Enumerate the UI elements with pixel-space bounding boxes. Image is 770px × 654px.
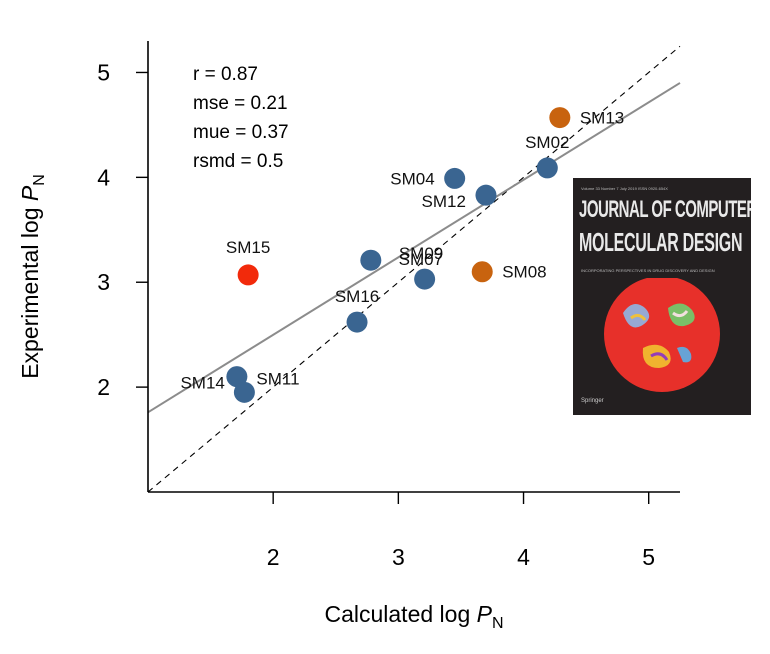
x-axis-title: Calculated log PN	[324, 601, 503, 632]
point-sm15	[237, 264, 259, 286]
cover-title-line2: MOLECULAR DESIGN	[579, 230, 743, 258]
stat-line: mse = 0.21	[193, 93, 288, 114]
point-sm09	[360, 249, 382, 271]
point-sm11	[233, 381, 255, 403]
point-sm12	[475, 184, 497, 206]
label-sm02: SM02	[525, 133, 569, 152]
label-sm09: SM09	[399, 244, 443, 263]
cover-small-header: Volume 33 Number 7 July 2019 ISSN 0920-6…	[581, 186, 668, 191]
journal-cover-image: Volume 33 Number 7 July 2019 ISSN 0920-6…	[573, 178, 751, 415]
regression-line	[147, 82, 681, 414]
axes	[147, 41, 680, 493]
point-sm02	[536, 157, 558, 179]
label-sm11: SM11	[256, 369, 299, 388]
x-tick-label: 5	[642, 544, 655, 570]
y-tick-label: 2	[97, 374, 110, 400]
x-tick-label: 3	[392, 544, 405, 570]
point-sm07	[414, 268, 436, 290]
x-tick-label: 2	[267, 544, 280, 570]
stat-line: r = 0.87	[193, 64, 258, 85]
label-sm12: SM12	[422, 192, 466, 211]
label-sm08: SM08	[502, 263, 546, 282]
cover-subtitle: INCORPORATING PERSPECTIVES IN DRUG DISCO…	[581, 268, 715, 273]
point-sm04	[444, 167, 466, 189]
y-tick-label: 3	[97, 269, 110, 295]
point-sm08	[471, 261, 493, 283]
label-sm07: SM07	[399, 250, 443, 269]
y-axis-title: Experimental log PN	[17, 174, 48, 379]
stat-line: mue = 0.37	[193, 122, 289, 143]
label-sm15: SM15	[226, 238, 270, 257]
point-sm13	[549, 107, 571, 129]
y-tick-label: 5	[97, 59, 110, 85]
y-tick-label: 4	[97, 164, 110, 190]
label-sm16: SM16	[335, 287, 379, 306]
cover-title-line1: JOURNAL OF COMPUTER-AIDED	[579, 196, 751, 224]
identity-line	[147, 45, 681, 493]
label-sm13: SM13	[580, 109, 624, 128]
reference-lines	[147, 45, 681, 493]
data-points	[226, 107, 571, 403]
ticks: 2 3 4 5 2 3 4 5	[97, 59, 655, 570]
statistics-block: r = 0.87 mse = 0.21 mue = 0.37 rsmd = 0.5	[193, 64, 289, 172]
point-sm14	[226, 366, 248, 388]
point-sm16	[346, 311, 368, 333]
cover-publisher: Springer	[581, 398, 604, 404]
protein-illustration	[604, 278, 720, 392]
label-sm04: SM04	[390, 169, 434, 188]
stat-line: rsmd = 0.5	[193, 151, 283, 172]
x-tick-label: 4	[517, 544, 530, 570]
label-sm14: SM14	[180, 374, 224, 393]
